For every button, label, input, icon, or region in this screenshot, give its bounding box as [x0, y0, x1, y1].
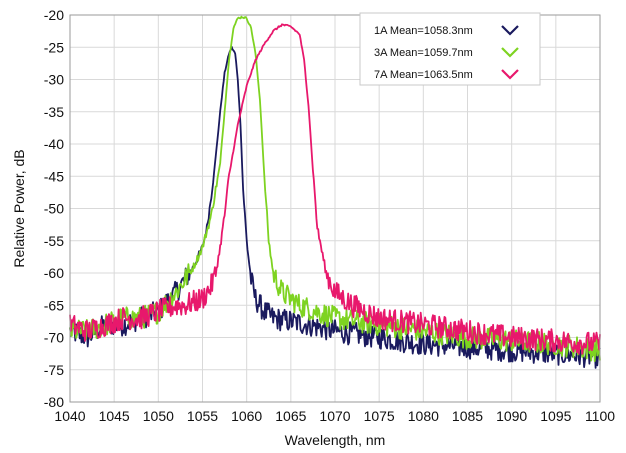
y-tick-label: -80: [44, 394, 64, 410]
y-tick-label: -50: [44, 201, 64, 217]
x-tick-label: 1080: [408, 408, 439, 424]
x-tick-label: 1055: [187, 408, 218, 424]
series-line: [69, 23, 601, 355]
x-tick-label: 1045: [99, 408, 130, 424]
x-axis-title: Wavelength, nm: [285, 432, 386, 448]
legend-label: 7A Mean=1063.5nm: [374, 69, 473, 81]
y-tick-label: -40: [44, 136, 64, 152]
y-tick-label: -55: [44, 233, 64, 249]
legend-label: 1A Mean=1058.3nm: [374, 25, 473, 37]
y-axis-title: Relative Power, dB: [11, 149, 27, 267]
y-tick-label: -70: [44, 330, 64, 346]
legend-box: [359, 12, 541, 86]
x-tick-label: 1070: [319, 408, 350, 424]
y-tick-label: -20: [44, 7, 64, 23]
y-tick-labels: -20 -25 -30 -35 -40 -45 -50 -55 -60 -65 -70 -75 -80: [44, 7, 64, 410]
legend-swatch: [501, 69, 519, 80]
y-tick-label: -65: [44, 297, 64, 313]
legend: 1A Mean=1058.3nm 3A Mean=1059.7nm 7A Mean=…: [359, 12, 541, 86]
y-tick-label: -60: [44, 265, 64, 281]
plot-area-frame: [69, 14, 601, 403]
legend-swatch: [501, 47, 519, 58]
legend-swatch: [501, 25, 519, 36]
x-tick-label: 1090: [496, 408, 527, 424]
x-tick-label: 1065: [275, 408, 306, 424]
x-tick-labels: 1040 1045 1050 1055 1060 1065 1070 1075 1080 1085…: [54, 408, 615, 424]
x-tick-label: 1040: [54, 408, 85, 424]
x-tick-label: 1060: [231, 408, 262, 424]
x-tick-label: 1095: [540, 408, 571, 424]
x-tick-label: 1085: [452, 408, 483, 424]
x-tick-label: 1075: [364, 408, 395, 424]
y-tick-label: -35: [44, 104, 64, 120]
x-tick-label: 1100: [585, 408, 615, 424]
legend-label: 3A Mean=1059.7nm: [374, 47, 473, 59]
y-tick-label: -45: [44, 168, 64, 184]
y-tick-label: -30: [44, 72, 64, 88]
x-tick-label: 1050: [143, 408, 174, 424]
series-group: [69, 15, 601, 369]
y-tick-label: -75: [44, 362, 64, 378]
y-tick-label: -25: [44, 39, 64, 55]
